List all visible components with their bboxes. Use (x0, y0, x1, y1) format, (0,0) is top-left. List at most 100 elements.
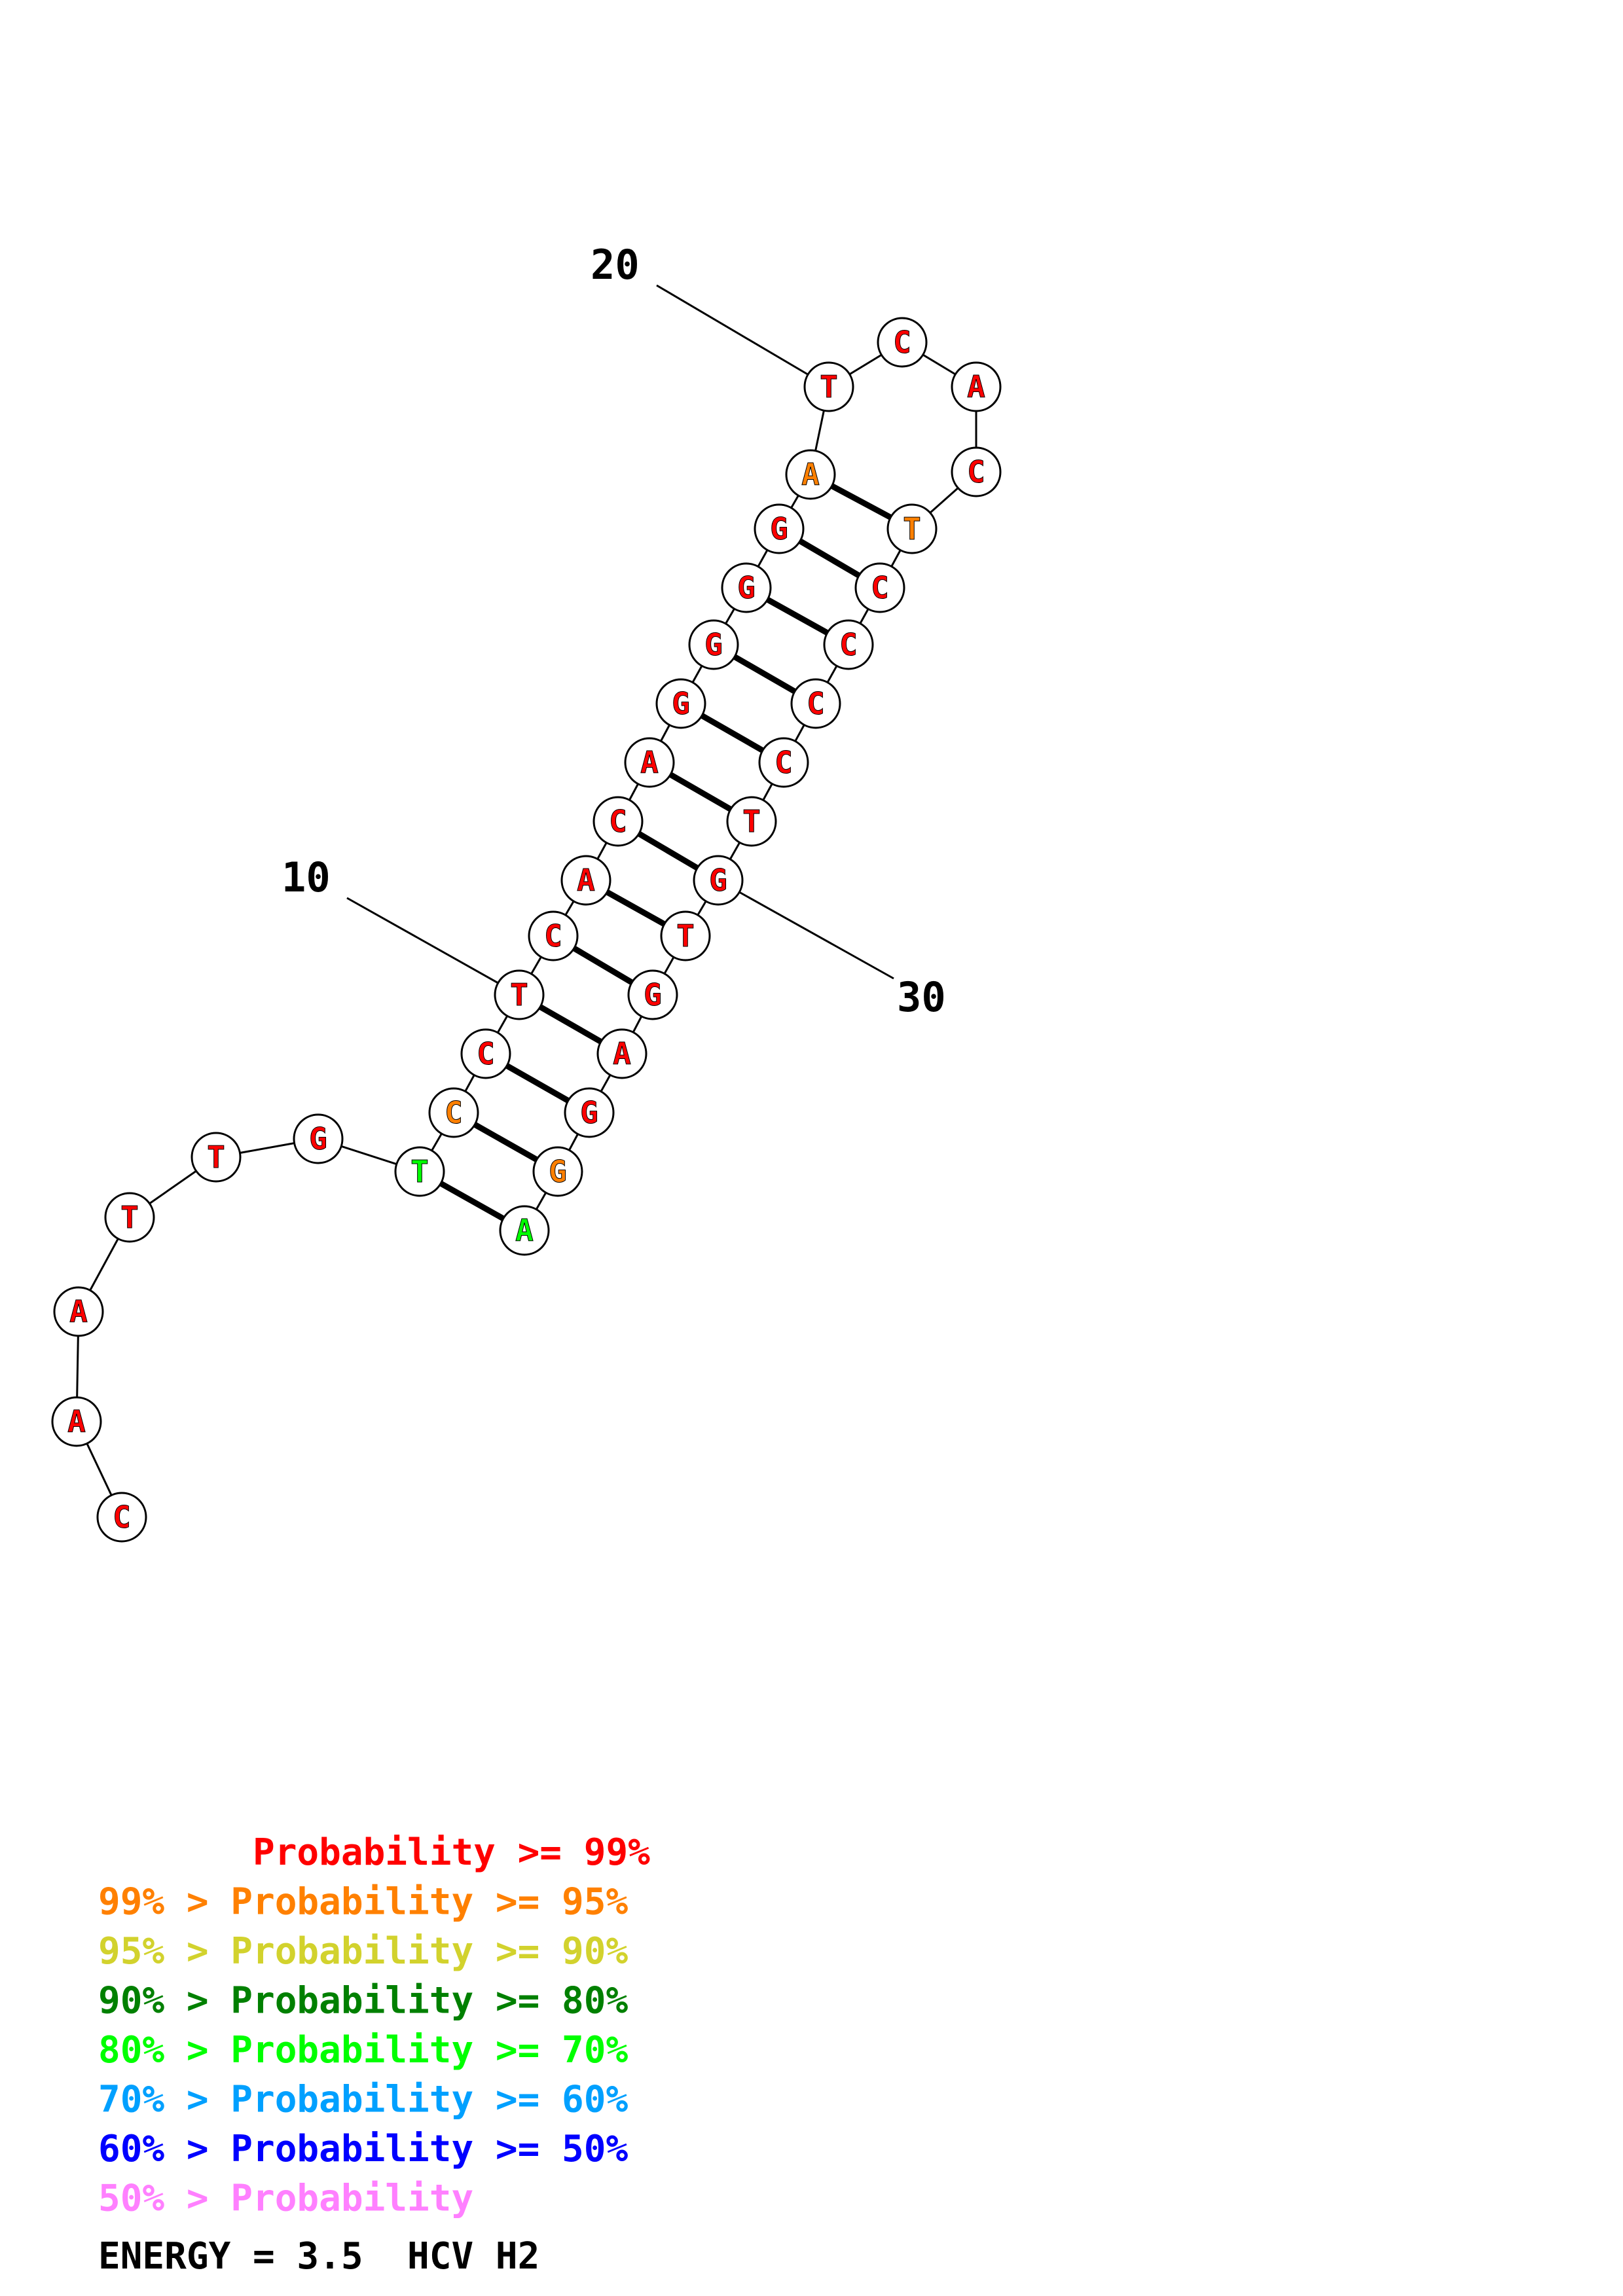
nucleotide-base: T (676, 918, 695, 954)
nucleotide-base: C (967, 454, 985, 490)
nucleotide-base: A (577, 863, 595, 898)
nucleotide-circle (951, 446, 1002, 497)
nucleotide: C (854, 562, 905, 613)
nucleotide-base: A (67, 1404, 86, 1439)
position-label: 30 (897, 973, 946, 1021)
nucleotide-circle (721, 562, 772, 613)
nucleotide-base: A (69, 1294, 88, 1329)
position-tick-layer (346, 284, 894, 996)
legend-entry: 95% > Probability >= 90% (98, 1930, 628, 1973)
nucleotide: C (758, 737, 809, 788)
nucleotide: C (790, 678, 841, 729)
base-pair-bond (668, 772, 733, 812)
nucleotide: G (655, 678, 706, 729)
nucleotide: C (823, 619, 874, 670)
nucleotide: T (886, 503, 938, 554)
nucleotide-base: T (820, 369, 838, 404)
base-pair-bond (473, 1122, 539, 1162)
nucleotide-circle (693, 855, 744, 906)
nucleotide: G (688, 619, 739, 670)
nucleotide: A (53, 1286, 104, 1337)
nucleotide-circle (532, 1146, 583, 1197)
nucleotide-circle (51, 1396, 102, 1447)
nucleotide-circle (627, 969, 678, 1020)
nucleotide-base: T (510, 977, 528, 1013)
nucleotide-base: G (704, 627, 723, 662)
legend-entry: 60% > Probability >= 50% (98, 2128, 628, 2170)
nucleotide: G (532, 1146, 583, 1197)
backbone-layer (75, 341, 977, 1518)
base-pair-bond (733, 654, 797, 694)
position-label: 10 (282, 853, 331, 901)
nucleotide-base: T (903, 511, 921, 547)
probability-legend: Probability >= 99% 99% > Probability >= 9… (98, 1831, 650, 2220)
nucleotide-base: A (515, 1213, 534, 1248)
nucleotide-base: T (120, 1200, 139, 1235)
nucleotide-base: C (775, 745, 793, 780)
nucleotide-circle (460, 1028, 511, 1079)
nucleotide-base: G (770, 511, 788, 547)
nucleotide: A (499, 1205, 550, 1256)
nucleotide: C (593, 796, 644, 847)
base-pair-bond (606, 889, 666, 927)
legend-entry: 50% > Probability (98, 2178, 473, 2220)
nucleotide-base: C (477, 1036, 495, 1071)
base-pair-bond (505, 1063, 570, 1103)
nucleotide-base: G (644, 977, 662, 1013)
nucleotide-circle (596, 1028, 647, 1079)
position-tick-line (346, 897, 520, 996)
nucleotide: G (693, 855, 744, 906)
nucleotide-circle (877, 317, 928, 368)
base-pair-bond (700, 713, 765, 753)
nucleotide: C (460, 1028, 511, 1079)
legend-entry: 80% > Probability >= 70% (98, 2029, 628, 2072)
base-pair-layer (439, 483, 892, 1221)
nucleotide-circle (726, 796, 777, 847)
nucleotide-base: C (609, 804, 627, 839)
base-pair-bond (766, 597, 829, 636)
position-tick-line (718, 879, 894, 980)
nucleotide-base: A (801, 457, 820, 492)
nucleotide-base: C (445, 1095, 463, 1130)
nucleotide-circle (785, 449, 836, 500)
nucleotide-circle (293, 1113, 344, 1164)
nucleotide-base: G (709, 863, 727, 898)
nucleotide-circle (560, 855, 611, 906)
nucleotide-base: T (410, 1154, 429, 1189)
nucleotide-circle (655, 678, 706, 729)
nucleotide-base: G (672, 686, 690, 721)
nucleotide-circle (660, 910, 711, 961)
nucleotide: T (104, 1192, 155, 1243)
nucleotide-circle (428, 1087, 479, 1138)
nucleotide-circle (53, 1286, 104, 1337)
nucleotide-base: T (742, 804, 761, 839)
nucleotide-circle (624, 737, 675, 788)
nucleotide-base: G (737, 570, 756, 605)
nucleotide-circle (564, 1087, 615, 1138)
nucleotide-base: G (549, 1154, 567, 1189)
nucleotide-circle (854, 562, 905, 613)
nucleotide-circle (803, 361, 854, 412)
nucleotide: G (721, 562, 772, 613)
nucleotide-circle (104, 1192, 155, 1243)
nucleotide-base: A (640, 745, 659, 780)
nucleotide-circle (951, 361, 1002, 412)
nucleotide: A (596, 1028, 647, 1079)
base-pair-bond (637, 831, 699, 871)
nucleotide: C (428, 1087, 479, 1138)
nucleotide-base: G (309, 1121, 327, 1157)
nucleotide-base: A (967, 369, 985, 404)
nucleotide: A (51, 1396, 102, 1447)
nucleotide: C (951, 446, 1002, 497)
nucleotide: G (627, 969, 678, 1020)
nucleotide-circle (191, 1132, 242, 1183)
nucleotide: G (293, 1113, 344, 1164)
position-label: 20 (591, 241, 640, 289)
base-pair-bond (439, 1181, 505, 1221)
nucleotide-circle (790, 678, 841, 729)
nucleotide: T (494, 969, 545, 1020)
nucleotide-base: C (839, 627, 858, 662)
legend-entry: 70% > Probability >= 60% (98, 2079, 628, 2121)
